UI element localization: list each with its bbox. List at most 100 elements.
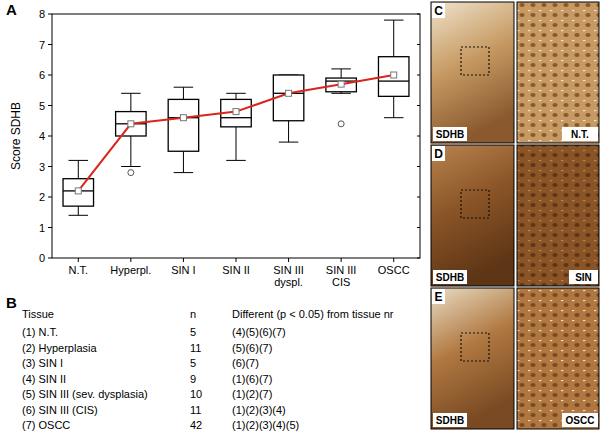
tissue-bg: [569, 270, 598, 284]
table-cell: (4)(5)(6)(7): [232, 326, 286, 338]
y-tick-right: [417, 44, 420, 45]
box: [168, 99, 198, 151]
table-cell: 10: [190, 388, 202, 400]
mean-marker: [128, 121, 134, 127]
x-tick-label: SIN IIICIS: [326, 264, 357, 288]
outlier: [338, 121, 344, 127]
x-tick: [288, 258, 289, 262]
table-cell: (2) Hyperplasia: [22, 342, 97, 354]
whisker-cap-upper: [69, 160, 89, 161]
table-cell: (7) OSCC: [22, 419, 70, 431]
tissue-label: N.T.: [571, 129, 589, 140]
x-tick: [341, 258, 342, 262]
x-tick-label: SIN IIIdyspl.: [273, 264, 304, 288]
letter-bg: [432, 146, 445, 161]
tissue-label: SIN: [575, 272, 592, 283]
table-cell: (1)(2)(7): [232, 388, 272, 400]
mean-marker: [338, 81, 344, 87]
whisker-cap-lower: [279, 142, 299, 143]
image-overview: [431, 145, 514, 286]
mean-marker: [286, 90, 292, 96]
mean-marker: [391, 72, 397, 78]
whisker-upper: [341, 69, 342, 78]
y-tick-right: [417, 105, 420, 106]
whisker-cap-upper: [384, 20, 404, 21]
letter-bg: [432, 289, 445, 304]
table-cell: (1)(6)(7): [232, 373, 272, 385]
whisker-lower: [183, 151, 184, 172]
whisker-upper: [78, 160, 79, 178]
y-tick: [48, 14, 52, 15]
whisker-upper: [130, 93, 131, 111]
x-tick: [393, 258, 394, 262]
tissue-label: OSCC: [566, 415, 595, 426]
y-tick-label: 3: [39, 161, 45, 173]
table-cell: 5: [190, 357, 196, 369]
image-overview: [431, 2, 514, 143]
table-cell: (6)(7): [232, 357, 259, 369]
letter-bg: [432, 3, 445, 18]
whisker-lower: [288, 121, 289, 142]
y-axis-label: Score SDHB: [9, 102, 23, 170]
y-tick-right: [417, 136, 420, 137]
y-tick-label: 0: [39, 252, 45, 264]
stain-label: SDHB: [436, 129, 464, 140]
x-tick: [236, 258, 237, 262]
table-cell: 5: [190, 326, 196, 338]
table-cell: 11: [190, 342, 201, 354]
stain-bg: [433, 413, 467, 427]
whisker-upper: [393, 20, 394, 57]
x-tick-label: OSCC: [378, 264, 410, 276]
mean-marker: [75, 188, 81, 194]
x-tick: [78, 258, 79, 262]
y-tick-label: 1: [39, 222, 45, 234]
whisker-cap-upper: [174, 87, 194, 88]
figure: A012345678Score SDHBN.T.Hyperpl.SIN ISIN…: [0, 0, 600, 431]
x-tick-label: Hyperpl.: [110, 264, 151, 276]
panel-label: A: [6, 1, 17, 18]
image-detail: [517, 288, 599, 429]
plot-marks: [63, 20, 409, 215]
whisker-cap-upper: [121, 93, 141, 94]
mean-marker: [180, 115, 186, 121]
y-tick: [48, 166, 52, 167]
y-tick-right: [417, 258, 420, 259]
y-tick: [48, 258, 52, 259]
y-tick-label: 6: [39, 69, 45, 81]
whisker-cap-lower: [226, 160, 246, 161]
outlier: [128, 170, 134, 176]
y-tick: [48, 44, 52, 45]
whisker-lower: [78, 206, 79, 215]
x-tick-label: SIN II: [222, 264, 250, 276]
tissue-bg: [562, 413, 598, 427]
table-cell: 11: [190, 404, 201, 416]
panel-label: E: [434, 290, 442, 304]
table-cell: (1)(2)(3)(4)(5): [232, 419, 299, 431]
y-tick-label: 4: [39, 130, 45, 142]
whisker-lower: [236, 127, 237, 161]
zoom-box: [461, 47, 489, 75]
median: [221, 117, 251, 118]
whisker-cap-lower: [331, 93, 351, 94]
x-tick-label: N.T.: [69, 264, 89, 276]
y-tick-right: [417, 75, 420, 76]
table-cell: 42: [190, 419, 202, 431]
mean-marker: [233, 109, 239, 115]
y-tick-right: [417, 166, 420, 167]
x-tick: [130, 258, 131, 262]
panel-label: D: [434, 147, 443, 161]
median: [378, 80, 408, 81]
stain-label: SDHB: [436, 272, 464, 283]
y-tick-right: [417, 14, 420, 15]
y-tick-label: 5: [39, 100, 45, 112]
zoom-box: [461, 333, 489, 361]
x-tick-label: SIN I: [171, 264, 195, 276]
mean-line: [78, 75, 393, 191]
panel-label: C: [434, 4, 443, 18]
y-tick: [48, 227, 52, 228]
y-tick-label: 8: [39, 8, 45, 20]
y-tick-right: [417, 197, 420, 198]
box: [116, 112, 146, 136]
whisker-upper: [236, 93, 237, 99]
table-cell: (4) SIN II: [22, 373, 66, 385]
